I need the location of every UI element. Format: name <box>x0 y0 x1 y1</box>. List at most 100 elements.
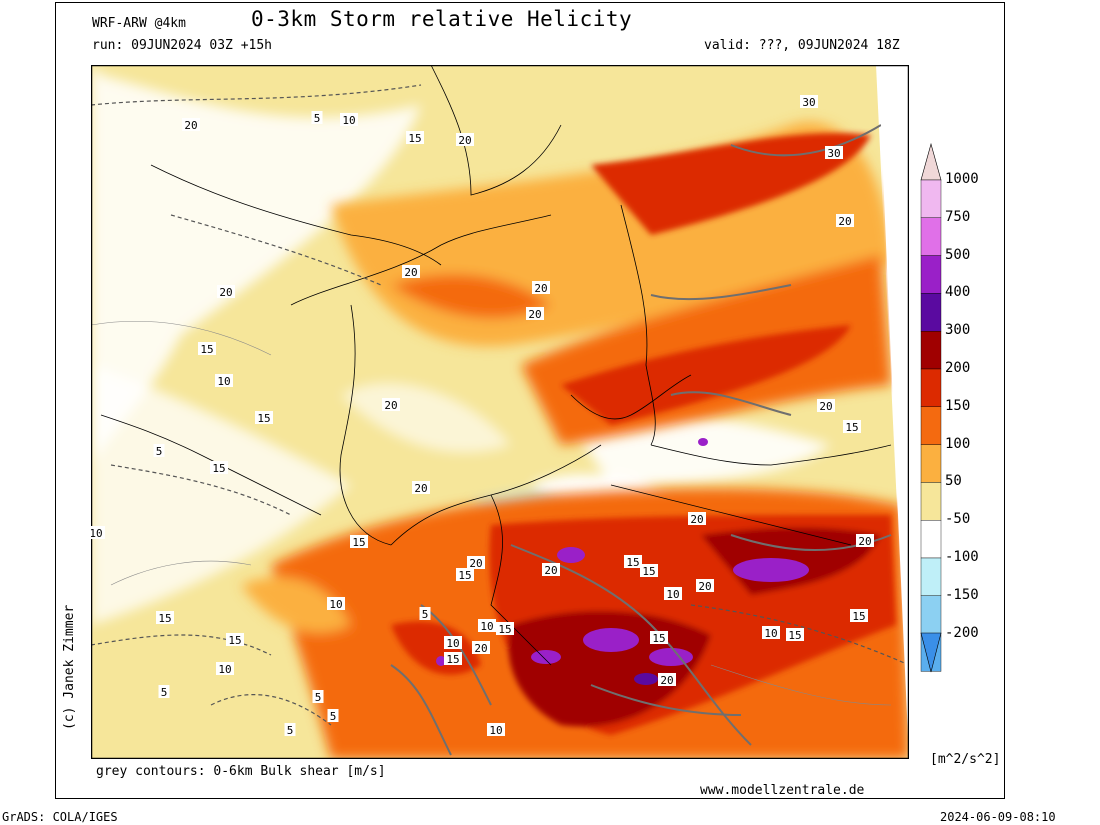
contour-label: 20 <box>528 308 541 321</box>
contour-label: 15 <box>158 612 171 625</box>
contour-label: 10 <box>446 637 459 650</box>
contour-label-bg <box>158 685 170 698</box>
contour-note: grey contours: 0-6km Bulk shear [m/s] <box>96 764 386 779</box>
contour-label-bg <box>800 95 818 108</box>
contour-label-bg <box>311 111 323 124</box>
contour-label-bg <box>624 555 642 568</box>
colorbar-segment <box>920 330 942 370</box>
contour-label: 10 <box>91 527 103 540</box>
contour-label-bg <box>182 118 200 131</box>
colorbar-label: 100 <box>945 435 971 452</box>
contour-label: 10 <box>342 114 355 127</box>
colorbar-segment <box>920 217 942 256</box>
contour-label: 20 <box>858 535 871 548</box>
contour-label-bg <box>226 633 244 646</box>
contour-label: 5 <box>315 691 322 704</box>
contour-label-bg <box>91 526 105 539</box>
contour-label-bg <box>210 461 228 474</box>
colorbar-segment <box>920 406 942 445</box>
contour-label-bg <box>340 113 358 126</box>
contour-label-bg <box>412 481 430 494</box>
contour-label-bg <box>198 342 216 355</box>
colorbar-label: 150 <box>945 397 971 414</box>
contour-label: 30 <box>827 147 840 160</box>
borders-layer <box>100 65 892 666</box>
contour-label: 15 <box>212 462 225 475</box>
contour-label: 15 <box>788 629 801 642</box>
colorbar-label: 500 <box>945 246 971 263</box>
field-layer <box>91 65 909 759</box>
contour-label: 20 <box>458 134 471 147</box>
contour-label: 10 <box>666 588 679 601</box>
contour-label-bg <box>640 564 658 577</box>
contour-label: 5 <box>314 112 321 125</box>
high-helicity-areas <box>391 132 896 735</box>
valid-time: valid: ???, 09JUN2024 18Z <box>704 38 900 53</box>
colorbar-segment <box>920 520 942 559</box>
contour-label-bg <box>456 133 474 146</box>
contour-label: 15 <box>257 412 270 425</box>
colorbar-segments <box>920 179 942 672</box>
colorbar-label: -200 <box>945 624 979 641</box>
contour-label: 20 <box>184 119 197 132</box>
contour-label-bg <box>478 619 496 632</box>
contour-label: 15 <box>228 634 241 647</box>
colorbar-segment <box>920 368 942 407</box>
contour-label: 20 <box>819 400 832 413</box>
contour-label: 10 <box>218 663 231 676</box>
colorbar-label: 50 <box>945 473 962 490</box>
software-credit: GrADS: COLA/IGES <box>2 810 118 824</box>
contour-label-bg <box>284 723 296 736</box>
contour-label: 20 <box>219 286 232 299</box>
contour-label-bg <box>658 673 676 686</box>
contour-label: 15 <box>642 565 655 578</box>
contour-label-bg <box>836 214 854 227</box>
contour-label: 15 <box>408 132 421 145</box>
contour-label: 20 <box>534 282 547 295</box>
contour-label: 15 <box>652 632 665 645</box>
contour-label: 20 <box>544 564 557 577</box>
contour-label: 20 <box>474 642 487 655</box>
colorbar-label: -150 <box>945 586 979 603</box>
helicity-map: 20 5 10 15 20 30 30 20 20 20 20 20 15 10 15 20 20 15 5 15 20… <box>91 65 909 759</box>
contour-label-bg <box>327 597 345 610</box>
contour-label: 20 <box>384 399 397 412</box>
contour-label: 15 <box>852 610 865 623</box>
colorbar-label: 400 <box>945 284 971 301</box>
contour-label-bg <box>496 622 514 635</box>
contour-label: 5 <box>422 608 429 621</box>
legend-unit: [m^2/s^2] <box>930 752 1001 767</box>
contour-label: 30 <box>802 96 815 109</box>
contour-label-bg <box>843 420 861 433</box>
colorbar-label: 200 <box>945 360 971 376</box>
contour-label-bg <box>688 512 706 525</box>
contour-label: 15 <box>352 536 365 549</box>
timestamp: 2024-06-09-08:10 <box>940 810 1056 824</box>
contour-label-bg <box>419 607 431 620</box>
contour-label: 15 <box>458 569 471 582</box>
contour-label: 5 <box>287 724 294 737</box>
contour-label-bg <box>472 641 490 654</box>
shear-contours-dashed <box>91 84 909 726</box>
author-credit: (c) Janek Zimmer <box>62 604 77 730</box>
contour-label-bg <box>467 556 485 569</box>
contour-label: 15 <box>626 556 639 569</box>
contour-label: 15 <box>845 421 858 434</box>
contour-label: 10 <box>489 724 502 737</box>
contour-label: 20 <box>414 482 427 495</box>
colorbar-label: 300 <box>945 322 971 339</box>
colorbar-segment <box>920 557 942 596</box>
contour-label-bg <box>664 587 682 600</box>
contour-label-bg <box>696 579 714 592</box>
contour-label-bg <box>825 146 843 159</box>
contour-label: 5 <box>330 710 337 723</box>
contour-label-bg <box>255 411 273 424</box>
run-info: run: 09JUN2024 03Z +15h <box>92 38 273 53</box>
contour-label-bg <box>312 690 324 703</box>
contour-label-bg <box>153 444 165 457</box>
contour-label-bg <box>215 374 233 387</box>
website-link[interactable]: www.modellzentrale.de <box>700 783 865 798</box>
contour-label: 10 <box>329 598 342 611</box>
colorbar <box>920 142 942 673</box>
contour-label: 15 <box>498 623 511 636</box>
